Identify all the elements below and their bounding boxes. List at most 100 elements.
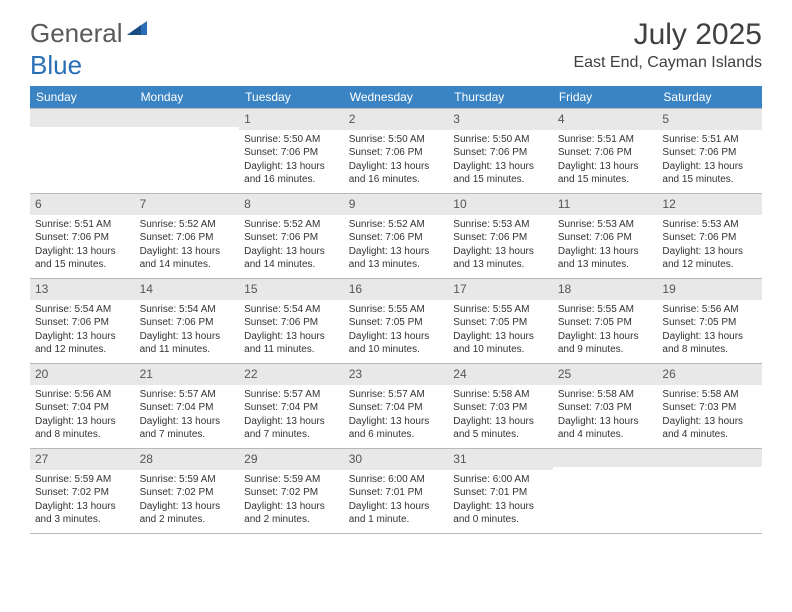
daylight-line-1: Daylight: 13 hours bbox=[244, 160, 339, 174]
calendar-daynum: 14 bbox=[140, 282, 153, 296]
sunset-line: Sunset: 7:01 PM bbox=[349, 486, 444, 500]
sunrise-line: Sunrise: 5:52 AM bbox=[349, 218, 444, 232]
sunset-line: Sunset: 7:03 PM bbox=[558, 401, 653, 415]
daylight-line-2: and 14 minutes. bbox=[244, 258, 339, 272]
daylight-line-2: and 2 minutes. bbox=[244, 513, 339, 527]
sunset-line: Sunset: 7:03 PM bbox=[453, 401, 548, 415]
logo-text-general: General bbox=[30, 18, 123, 49]
daylight-line-2: and 15 minutes. bbox=[453, 173, 548, 187]
calendar-daynum: 26 bbox=[662, 367, 675, 381]
daylight-line-1: Daylight: 13 hours bbox=[244, 415, 339, 429]
calendar-daynum-row: 16 bbox=[344, 279, 449, 300]
sunset-line: Sunset: 7:06 PM bbox=[662, 231, 757, 245]
daylight-line-1: Daylight: 13 hours bbox=[244, 500, 339, 514]
calendar-day-cell: 17Sunrise: 5:55 AMSunset: 7:05 PMDayligh… bbox=[448, 278, 553, 363]
daylight-line-1: Daylight: 13 hours bbox=[349, 245, 444, 259]
daylight-line-2: and 4 minutes. bbox=[662, 428, 757, 442]
calendar-header-cell: Tuesday bbox=[239, 86, 344, 108]
calendar: SundayMondayTuesdayWednesdayThursdayFrid… bbox=[30, 86, 762, 534]
sunset-line: Sunset: 7:06 PM bbox=[244, 316, 339, 330]
daylight-line-2: and 7 minutes. bbox=[140, 428, 235, 442]
daylight-line-2: and 15 minutes. bbox=[35, 258, 130, 272]
daylight-line-2: and 8 minutes. bbox=[35, 428, 130, 442]
daylight-line-2: and 5 minutes. bbox=[453, 428, 548, 442]
calendar-day-cell: 30Sunrise: 6:00 AMSunset: 7:01 PMDayligh… bbox=[344, 448, 449, 534]
calendar-day-cell: 9Sunrise: 5:52 AMSunset: 7:06 PMDaylight… bbox=[344, 193, 449, 278]
calendar-day-cell: 21Sunrise: 5:57 AMSunset: 7:04 PMDayligh… bbox=[135, 363, 240, 448]
calendar-day-cell bbox=[30, 108, 135, 193]
calendar-day-cell: 8Sunrise: 5:52 AMSunset: 7:06 PMDaylight… bbox=[239, 193, 344, 278]
daylight-line-2: and 4 minutes. bbox=[558, 428, 653, 442]
calendar-day-cell: 26Sunrise: 5:58 AMSunset: 7:03 PMDayligh… bbox=[657, 363, 762, 448]
calendar-header-cell: Monday bbox=[135, 86, 240, 108]
calendar-daynum-row: 25 bbox=[553, 364, 658, 385]
daylight-line-1: Daylight: 13 hours bbox=[349, 415, 444, 429]
calendar-daynum-row: 7 bbox=[135, 194, 240, 215]
calendar-day-cell: 3Sunrise: 5:50 AMSunset: 7:06 PMDaylight… bbox=[448, 108, 553, 193]
calendar-daynum-row: 4 bbox=[553, 109, 658, 130]
daylight-line-1: Daylight: 13 hours bbox=[35, 245, 130, 259]
calendar-daynum: 10 bbox=[453, 197, 466, 211]
sunset-line: Sunset: 7:02 PM bbox=[140, 486, 235, 500]
daylight-line-2: and 6 minutes. bbox=[349, 428, 444, 442]
calendar-daynum-row: 1 bbox=[239, 109, 344, 130]
calendar-day-cell: 25Sunrise: 5:58 AMSunset: 7:03 PMDayligh… bbox=[553, 363, 658, 448]
calendar-daynum-row: 17 bbox=[448, 279, 553, 300]
sunrise-line: Sunrise: 5:51 AM bbox=[558, 133, 653, 147]
sunset-line: Sunset: 7:06 PM bbox=[558, 146, 653, 160]
daylight-line-1: Daylight: 13 hours bbox=[349, 330, 444, 344]
sunrise-line: Sunrise: 5:58 AM bbox=[558, 388, 653, 402]
calendar-daynum-row: 19 bbox=[657, 279, 762, 300]
daylight-line-1: Daylight: 13 hours bbox=[558, 330, 653, 344]
calendar-daynum-row: 20 bbox=[30, 364, 135, 385]
daylight-line-2: and 0 minutes. bbox=[453, 513, 548, 527]
calendar-daynum-row: 18 bbox=[553, 279, 658, 300]
sunset-line: Sunset: 7:05 PM bbox=[558, 316, 653, 330]
daylight-line-1: Daylight: 13 hours bbox=[453, 245, 548, 259]
daylight-line-1: Daylight: 13 hours bbox=[453, 160, 548, 174]
daylight-line-1: Daylight: 13 hours bbox=[35, 500, 130, 514]
calendar-daynum: 17 bbox=[453, 282, 466, 296]
calendar-daynum: 15 bbox=[244, 282, 257, 296]
calendar-week-row: 27Sunrise: 5:59 AMSunset: 7:02 PMDayligh… bbox=[30, 448, 762, 534]
calendar-day-cell: 4 Sunrise: 5:51 AMSunset: 7:06 PMDaylight… bbox=[553, 108, 658, 193]
sunset-line: Sunset: 7:06 PM bbox=[244, 231, 339, 245]
sunrise-line: Sunrise: 5:57 AM bbox=[349, 388, 444, 402]
sunset-line: Sunset: 7:06 PM bbox=[35, 316, 130, 330]
daylight-line-2: and 16 minutes. bbox=[349, 173, 444, 187]
daylight-line-1: Daylight: 13 hours bbox=[453, 500, 548, 514]
calendar-day-cell: 11Sunrise: 5:53 AMSunset: 7:06 PMDayligh… bbox=[553, 193, 658, 278]
sunrise-line: Sunrise: 5:59 AM bbox=[140, 473, 235, 487]
calendar-daynum: 21 bbox=[140, 367, 153, 381]
calendar-day-cell: 14Sunrise: 5:54 AMSunset: 7:06 PMDayligh… bbox=[135, 278, 240, 363]
calendar-day-cell: 31Sunrise: 6:00 AMSunset: 7:01 PMDayligh… bbox=[448, 448, 553, 534]
calendar-daynum: 7 bbox=[140, 197, 147, 211]
sunrise-line: Sunrise: 5:50 AM bbox=[244, 133, 339, 147]
calendar-daynum: 8 bbox=[244, 197, 251, 211]
calendar-daynum-row: 12 bbox=[657, 194, 762, 215]
calendar-daynum-row: 8 bbox=[239, 194, 344, 215]
daylight-line-1: Daylight: 13 hours bbox=[140, 330, 235, 344]
sunrise-line: Sunrise: 5:53 AM bbox=[662, 218, 757, 232]
calendar-day-cell bbox=[135, 108, 240, 193]
daylight-line-1: Daylight: 13 hours bbox=[140, 500, 235, 514]
calendar-daynum: 11 bbox=[558, 197, 570, 211]
sunrise-line: Sunrise: 5:56 AM bbox=[35, 388, 130, 402]
location-label: East End, Cayman Islands bbox=[573, 54, 762, 72]
daylight-line-1: Daylight: 13 hours bbox=[558, 160, 653, 174]
calendar-daynum-row: 23 bbox=[344, 364, 449, 385]
daylight-line-2: and 15 minutes. bbox=[662, 173, 757, 187]
sunset-line: Sunset: 7:02 PM bbox=[244, 486, 339, 500]
calendar-daynum-row: 9 bbox=[344, 194, 449, 215]
sunrise-line: Sunrise: 5:53 AM bbox=[453, 218, 548, 232]
calendar-day-cell: 18Sunrise: 5:55 AMSunset: 7:05 PMDayligh… bbox=[553, 278, 658, 363]
calendar-daynum-blank bbox=[657, 449, 762, 467]
daylight-line-2: and 11 minutes. bbox=[244, 343, 339, 357]
sunrise-line: Sunrise: 5:55 AM bbox=[349, 303, 444, 317]
sunrise-line: Sunrise: 5:56 AM bbox=[662, 303, 757, 317]
calendar-header-cell: Sunday bbox=[30, 86, 135, 108]
calendar-day-cell bbox=[553, 448, 658, 534]
sunrise-line: Sunrise: 6:00 AM bbox=[349, 473, 444, 487]
sunset-line: Sunset: 7:06 PM bbox=[558, 231, 653, 245]
sunrise-line: Sunrise: 5:59 AM bbox=[244, 473, 339, 487]
